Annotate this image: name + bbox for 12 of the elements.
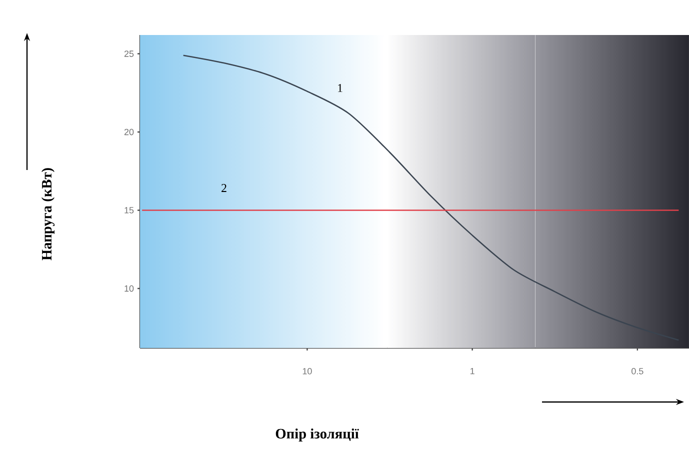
y-tick-label: 25 [124, 50, 134, 57]
x-axis-title: Опір ізоляції [276, 428, 359, 442]
annotation: 1 [338, 84, 342, 92]
annotation: 2 [222, 184, 226, 192]
y-tick-label: 20 [124, 128, 134, 136]
x-tick-label: 1 [470, 368, 474, 374]
y-tick-label: 15 [124, 207, 134, 214]
y-axis-title: Напруга (кВт) [41, 168, 55, 260]
y-tick-label: 10 [124, 285, 134, 292]
x-tick-label: 0.5 [632, 368, 644, 374]
line-series [182, 54, 680, 341]
x-tick-label: 10 [302, 368, 312, 374]
